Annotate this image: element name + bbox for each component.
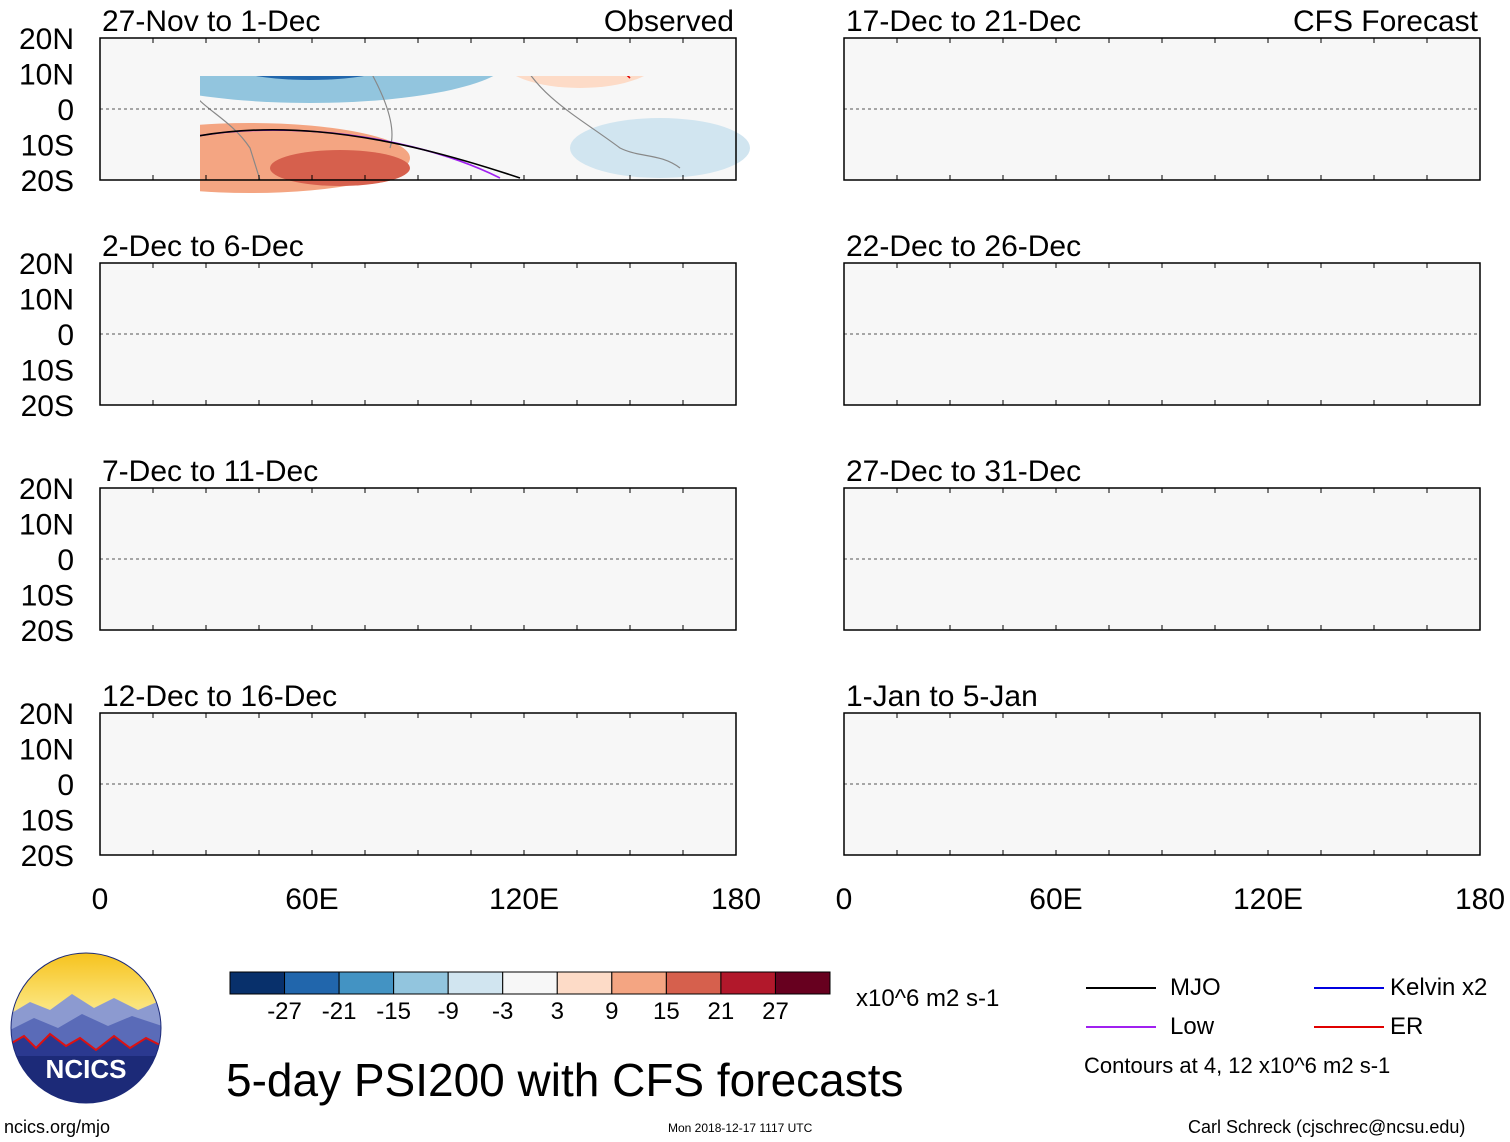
colorbar-tick-label: 27 xyxy=(762,998,789,1025)
logo-text: NCICS xyxy=(46,1054,127,1084)
anomaly-blob xyxy=(570,118,750,178)
y-tick-label: 20N xyxy=(19,473,74,506)
x-tick-label: 120E xyxy=(1233,883,1303,916)
colorbar-swatch xyxy=(611,971,667,995)
panel-title: 27-Nov to 1-Dec xyxy=(102,5,320,38)
column-label: Observed xyxy=(604,5,734,38)
anomaly-blob xyxy=(270,150,410,186)
ncics-logo: NCICS xyxy=(10,952,162,1104)
anomaly-blob xyxy=(256,76,364,80)
colorbar-swatch xyxy=(774,971,831,995)
y-tick-label: 20N xyxy=(19,23,74,56)
panel-title: 22-Dec to 26-Dec xyxy=(846,230,1081,263)
colorbar-swatch xyxy=(720,971,776,995)
colorbar-swatch xyxy=(284,971,340,995)
y-tick-label: 10N xyxy=(19,509,74,542)
colorbar-swatch xyxy=(338,971,395,995)
panel-title: 1-Jan to 5-Jan xyxy=(846,680,1038,713)
y-tick-label: 20S xyxy=(21,165,74,198)
y-tick-label: 10N xyxy=(19,59,74,92)
x-tick-label: 180 xyxy=(1455,883,1505,916)
column-label: CFS Forecast xyxy=(1293,5,1479,38)
panel-6: 27-Dec to 31-Dec xyxy=(843,455,1481,631)
panel-7: 1-Jan to 5-Jan xyxy=(843,680,1481,856)
colorbar-swatch xyxy=(556,971,613,995)
legend-low: Low xyxy=(1170,1013,1215,1040)
y-tick-label: 10N xyxy=(19,284,74,317)
colorbar xyxy=(229,971,831,995)
y-tick-label: 0 xyxy=(57,319,74,352)
footer-timestamp: Mon 2018-12-17 1117 UTC xyxy=(668,1121,813,1135)
colorbar-tick-label: 9 xyxy=(605,998,619,1025)
anomaly-blob xyxy=(200,76,494,103)
y-tick-label: 10S xyxy=(21,355,74,388)
colorbar-swatch xyxy=(447,971,504,995)
y-tick-label: 20S xyxy=(21,615,74,648)
main-title: 5-day PSI200 with CFS forecasts xyxy=(226,1054,904,1106)
colorbar-tick-label: -21 xyxy=(321,998,357,1025)
y-tick-label: 0 xyxy=(57,544,74,577)
y-tick-label: 10S xyxy=(21,580,74,613)
y-tick-label: 20S xyxy=(21,390,74,423)
y-tick-label: 20N xyxy=(19,248,74,281)
contour-note: Contours at 4, 12 x10^6 m2 s-1 xyxy=(1084,1053,1391,1078)
y-tick-label: 0 xyxy=(57,94,74,127)
units-label: x10^6 m2 s-1 xyxy=(856,985,1000,1012)
anomaly-field xyxy=(200,76,750,193)
panel-title: 7-Dec to 11-Dec xyxy=(102,455,318,488)
colorbar-swatch xyxy=(665,971,722,995)
x-tick-labels: 0 60E 120E 180 0 60E 120E 180 xyxy=(92,883,1505,916)
x-tick-label: 60E xyxy=(285,883,338,916)
panel-title: 12-Dec to 16-Dec xyxy=(102,680,337,713)
colorbar-tick-label: 3 xyxy=(550,998,564,1025)
x-tick-label: 180 xyxy=(711,883,761,916)
colorbar-tick-label: 15 xyxy=(653,998,680,1025)
y-tick-label: 10S xyxy=(21,130,74,163)
anomaly-blob xyxy=(516,76,644,88)
x-tick-label: 0 xyxy=(836,883,853,916)
y-tick-label: 0 xyxy=(57,769,74,802)
panel-4: 17-Dec to 21-Dec CFS Forecast xyxy=(843,5,1481,181)
panel-title: 2-Dec to 6-Dec xyxy=(102,230,304,263)
colorbar-tick-label: -15 xyxy=(376,998,411,1025)
panel-5: 22-Dec to 26-Dec xyxy=(843,230,1481,406)
panel-title: 17-Dec to 21-Dec xyxy=(846,5,1081,38)
colorbar-tick-label: -9 xyxy=(437,998,459,1025)
legend-lines xyxy=(1086,987,1384,1028)
y-tick-label: 10N xyxy=(19,734,74,767)
x-tick-label: 60E xyxy=(1029,883,1082,916)
legend-er: ER xyxy=(1390,1013,1424,1040)
y-tick-label: 20S xyxy=(21,840,74,873)
colorbar-swatch xyxy=(502,971,558,995)
colorbar-tick-label: 21 xyxy=(707,998,735,1025)
colorbar-swatch xyxy=(393,971,449,995)
colorbar-swatch xyxy=(229,971,286,995)
footer-url: ncics.org/mjo xyxy=(4,1117,111,1137)
footer-credit: Carl Schreck (cjschrec@ncsu.edu) xyxy=(1188,1117,1466,1137)
y-tick-label: 20N xyxy=(19,698,74,731)
x-tick-label: 120E xyxy=(489,883,559,916)
panel-grid: 27-Nov to 1-Dec Observed20N10N010S20S2-De… xyxy=(19,5,1505,916)
x-tick-label: 0 xyxy=(92,883,109,916)
contour-line xyxy=(200,128,521,179)
colorbar-tick-label: -27 xyxy=(267,998,302,1025)
legend-mjo: MJO xyxy=(1170,974,1221,1001)
colorbar-tick-label: -3 xyxy=(492,998,514,1025)
y-tick-label: 10S xyxy=(21,805,74,838)
panel-title: 27-Dec to 31-Dec xyxy=(846,455,1081,488)
legend-kelvin: Kelvin x2 xyxy=(1390,974,1488,1001)
